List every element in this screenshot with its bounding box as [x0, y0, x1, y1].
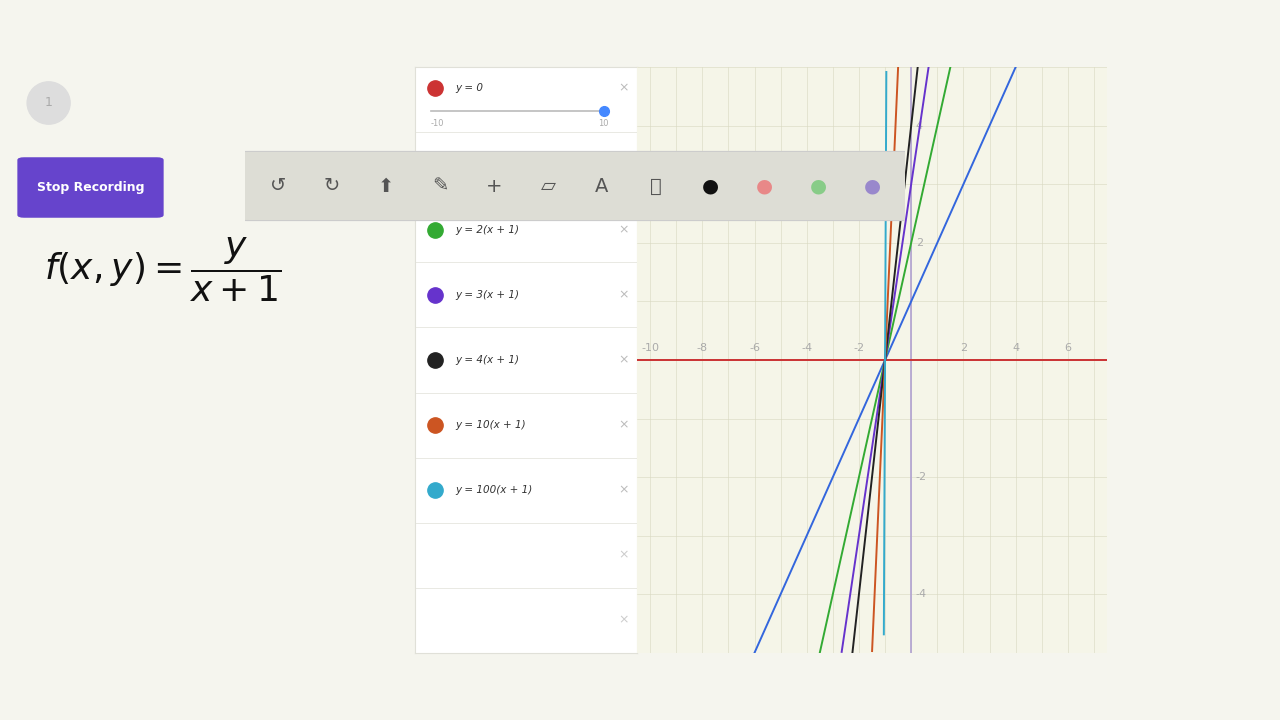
FancyBboxPatch shape: [18, 157, 164, 217]
Text: y = x + 1: y = x + 1: [454, 160, 504, 170]
Text: -2: -2: [854, 343, 864, 353]
Text: ×: ×: [618, 613, 628, 627]
Text: +: +: [485, 176, 502, 196]
Text: 4: 4: [916, 121, 923, 131]
Text: 2: 2: [916, 238, 923, 248]
Text: y = 10(x + 1): y = 10(x + 1): [454, 420, 526, 430]
Text: -2: -2: [916, 472, 927, 482]
Text: -10: -10: [641, 343, 659, 353]
Text: 2: 2: [960, 343, 966, 353]
Text: y = 0: y = 0: [454, 83, 483, 93]
Text: $f(x,y) = \dfrac{y}{x+1}$: $f(x,y) = \dfrac{y}{x+1}$: [44, 236, 280, 304]
Text: -8: -8: [696, 343, 708, 353]
Text: ↻: ↻: [324, 176, 340, 196]
Text: ●: ●: [755, 176, 773, 196]
Text: -4: -4: [801, 343, 813, 353]
Text: -6: -6: [749, 343, 760, 353]
Text: ⬜: ⬜: [650, 176, 662, 196]
Text: y = 100(x + 1): y = 100(x + 1): [454, 485, 532, 495]
Text: ▱: ▱: [540, 176, 556, 196]
Text: ●: ●: [864, 176, 881, 196]
Text: A: A: [595, 176, 609, 196]
Text: ×: ×: [618, 354, 628, 366]
Text: ×: ×: [618, 289, 628, 302]
Text: -4: -4: [916, 589, 927, 599]
Text: ↺: ↺: [270, 176, 287, 196]
Text: y = 4(x + 1): y = 4(x + 1): [454, 355, 518, 365]
Text: ●: ●: [701, 176, 718, 196]
Text: y = 2(x + 1): y = 2(x + 1): [454, 225, 518, 235]
Text: ×: ×: [618, 549, 628, 562]
Text: ×: ×: [618, 81, 628, 94]
Text: 1: 1: [45, 96, 52, 109]
Text: -10: -10: [430, 120, 444, 128]
Text: 10: 10: [598, 120, 608, 128]
Circle shape: [27, 82, 70, 124]
Text: Stop Recording: Stop Recording: [37, 181, 145, 194]
Text: 4: 4: [1012, 343, 1019, 353]
Text: ×: ×: [618, 223, 628, 236]
Text: ⬆: ⬆: [378, 176, 394, 196]
Text: ✎: ✎: [431, 176, 448, 196]
Text: ×: ×: [618, 418, 628, 431]
FancyBboxPatch shape: [229, 151, 922, 220]
Text: ●: ●: [809, 176, 827, 196]
Text: 6: 6: [1065, 343, 1071, 353]
Text: ×: ×: [618, 484, 628, 497]
Text: ×: ×: [618, 158, 628, 171]
Text: y = 3(x + 1): y = 3(x + 1): [454, 290, 518, 300]
